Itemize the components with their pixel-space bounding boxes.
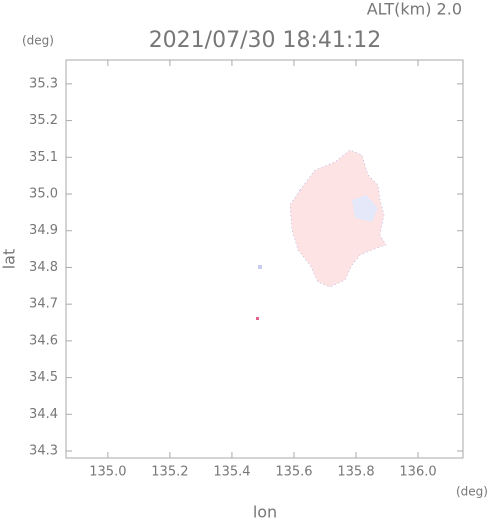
x-tick-label: 135.6 [275,465,312,480]
x-tick-label: 135.0 [89,465,126,480]
y-tick-label: 34.7 [29,297,58,312]
y-tick-label: 34.3 [29,444,58,459]
radar-echo [256,149,387,320]
y-tick-label: 35.1 [29,150,58,165]
x-axis-label: lon [253,503,277,521]
y-axis-label: lat [0,249,19,270]
x-tick-label: 135.2 [151,465,188,480]
y-tick-label: 35.3 [29,76,58,91]
y-tick-label: 34.4 [29,407,58,422]
y-tick-label: 34.5 [29,370,58,385]
x-tick-label: 135.8 [337,465,374,480]
y-tick-label: 35.0 [29,187,58,202]
y-unit: (deg) [22,34,54,48]
x-tick-label: 135.4 [213,465,250,480]
plot-frame [65,59,464,459]
y-tick-label: 34.8 [29,260,58,275]
x-tick-label: 136.0 [399,465,436,480]
y-tick-label: 34.6 [29,333,58,348]
altitude-label: ALT(km) 2.0 [367,0,462,19]
y-tick-label: 35.2 [29,113,58,128]
y-tick-label: 34.9 [29,223,58,238]
chart-title: 2021/07/30 18:41:12 [149,28,382,53]
x-unit: (deg) [456,485,488,499]
